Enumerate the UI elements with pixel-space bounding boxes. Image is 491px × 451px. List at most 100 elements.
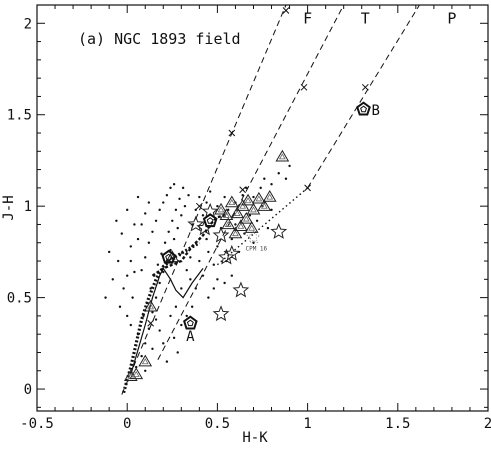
field-star-point [158,281,161,285]
field-star-point [234,223,237,226]
yso-triangle [224,195,239,208]
field-star-point [176,351,179,354]
cross-stroke [361,83,369,91]
field-star-point [243,232,246,235]
field-star-point [162,342,165,345]
reddening-cross [282,7,290,14]
field-star-point [189,256,192,259]
x-tick-label: 0.5 [205,416,230,432]
yso-triangle [275,149,290,162]
cross-stroke [304,184,311,192]
y-axis-label: J-H [1,195,17,220]
field-star-point [133,270,136,274]
x-axis-label: H-K [242,430,268,446]
field-star-point [156,263,160,266]
cross-stroke [282,7,290,14]
triangle-inner [239,202,247,209]
field-star-point [216,245,219,248]
field-star-point [126,208,129,212]
region-label: T [361,9,370,27]
field-star-point [205,237,208,241]
field-star-point [207,250,210,254]
triangle-inner [242,215,250,222]
pentagon-outer [202,213,218,228]
pentagon-outer [356,101,371,116]
yso-triangle [221,217,236,230]
field-star-point [180,287,183,290]
field-star-point [174,305,178,308]
field-star-point [135,365,138,369]
field-star-point [241,193,244,197]
triangle-inner [244,197,252,204]
x-tick-label: 0 [123,416,131,432]
triangle-outer [262,190,277,202]
yso-triangle [244,221,259,233]
reddening-vector [307,4,420,189]
field-star-point [151,311,154,314]
triangle-inner [147,303,155,310]
cross-stroke [228,129,236,137]
yso-triangle [239,211,254,224]
x-tick-label: 1.5 [385,416,410,432]
y-tick-label: 1 [24,199,32,215]
field-star-point [136,237,140,241]
field-star-point [129,323,133,327]
field-star-point [270,183,273,186]
field-star-point [187,193,190,197]
pentagon-outer [161,249,177,264]
field-star-point [154,219,158,223]
star-marker [212,226,230,243]
field-star-point [263,177,266,180]
field-star-point [142,314,145,318]
dotted-star-label: CPM 16 [245,245,267,252]
field-star-point [223,281,226,285]
field-star-point [194,287,197,290]
region-label: P [447,9,456,27]
y-tick-label: 2 [24,16,32,32]
triangle-inner [132,370,140,377]
reddening-cross [239,186,247,194]
field-star-point [245,186,248,190]
triangle-outer [252,191,266,204]
reddening-cross [304,184,311,192]
field-star-point [115,219,118,223]
yso-triangle [228,226,243,239]
triangle-outer [244,221,259,233]
pentagon-inner [360,105,367,113]
field-star-point [183,204,187,208]
triangle-outer [241,193,255,206]
triangle-inner [223,211,230,218]
triangle-inner [248,224,256,231]
field-star-point [212,263,215,266]
region-label: F [303,9,312,27]
triangle-inner [260,202,268,209]
cross-stroke [239,186,247,194]
field-star-point [198,259,201,263]
field-star-point [140,268,143,272]
triangle-outer [219,208,234,221]
field-star-point [178,197,181,201]
x-tick-label: 1 [303,416,311,432]
triangle-outer [230,206,245,219]
field-star-point [194,208,197,212]
reddening-cross [228,129,236,137]
triangle-outer [246,202,261,215]
intrinsic-curve [130,267,204,375]
field-star-point [216,204,219,208]
pentagon-inner [186,319,194,327]
yso-triangle [219,208,234,221]
field-star-point [201,274,205,277]
field-star-point [118,305,122,308]
pentagon-marker [356,101,371,116]
cross-stroke [147,319,155,327]
field-star-point [149,287,152,290]
yso-triangle [246,202,261,215]
reddening-cross [361,83,369,91]
pentagon-label: A [186,329,195,345]
field-star-point [147,241,151,244]
plot-frame [36,4,489,412]
pentagon-marker [202,213,218,228]
giant-locus [151,214,227,277]
field-star-point [120,232,123,235]
